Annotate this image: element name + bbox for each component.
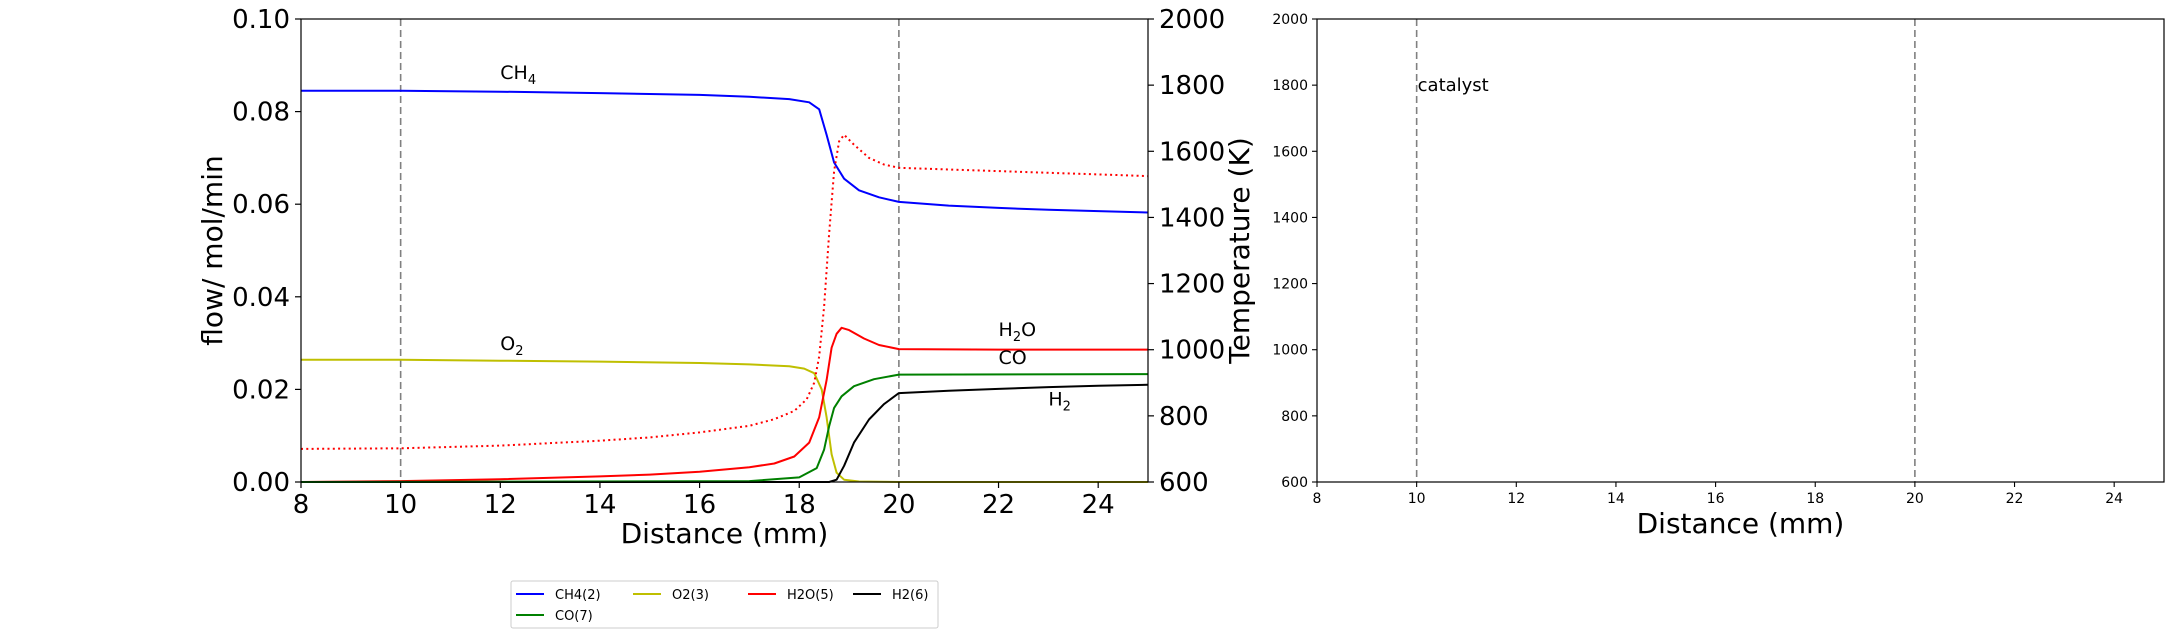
y-tick-label: 1400 [1272, 210, 1308, 226]
series-line [301, 383, 1149, 483]
legend-label: CO(7) [555, 609, 593, 624]
y-right-tick-label: 1000 [1159, 336, 1225, 366]
x-tick-label: 22 [982, 490, 1015, 520]
plot-frame [300, 18, 1149, 483]
x-tick-label: 14 [1607, 491, 1625, 507]
x-tick-label: 8 [1313, 491, 1322, 507]
y-tick-label: 1600 [1272, 144, 1308, 160]
species-label: CO [999, 347, 1027, 369]
x-tick-label: 12 [1507, 491, 1525, 507]
x-axis-label: Distance (mm) [1637, 507, 1845, 540]
y-right-tick-label: 2000 [1159, 5, 1225, 35]
y-right-tick-label: 1800 [1159, 71, 1225, 101]
legend-frame [510, 580, 939, 629]
y-tick-label: 1000 [1272, 343, 1308, 359]
y-right-tick-label: 1200 [1159, 270, 1225, 300]
y-tick-label: 0.06 [232, 190, 290, 220]
right-chart: 8 10 12 14 16 18 20 22 24 600 800 1000 1200 1400 1600 1… [1272, 12, 2165, 540]
y-tick-label: 0.02 [232, 375, 290, 405]
x-tick-label: 10 [1408, 491, 1426, 507]
species-label: CH4 [500, 62, 536, 88]
x-tick-label: 18 [1806, 491, 1824, 507]
x-tick-label: 20 [1906, 491, 1924, 507]
temperature-line [300, 133, 1149, 450]
x-tick-label: 16 [683, 490, 716, 520]
y-tick-label: 1800 [1272, 78, 1308, 94]
legend: CH4(2) O2(3) H2O(5) H2(6) CO(7) [510, 580, 939, 629]
legend-label: CH4(2) [555, 588, 601, 603]
legend-label: H2O(5) [787, 588, 834, 603]
series-line [301, 358, 1148, 483]
series-line [300, 326, 1148, 483]
x-axis-label: Distance (mm) [621, 517, 829, 550]
y-tick-label: 600 [1281, 475, 1308, 491]
y-tick-label: 0.00 [232, 468, 290, 498]
y-axis-label: flow/ mol/min [196, 155, 229, 345]
series-line [301, 89, 1149, 214]
x-tick-label: 14 [583, 490, 616, 520]
species-label: H2 [1048, 389, 1071, 415]
x-tick-label: 22 [2006, 491, 2024, 507]
y-right-tick-label: 800 [1159, 402, 1209, 432]
series-line [300, 373, 1149, 483]
species-label: H2O [999, 319, 1037, 345]
y-right-axis-label: Temperature (K) [1223, 137, 1256, 364]
legend-label: H2(6) [892, 588, 928, 603]
y-tick-label: 800 [1281, 409, 1308, 425]
x-tick-label: 18 [783, 490, 816, 520]
x-tick-label: 12 [484, 490, 517, 520]
x-tick-label: 24 [1082, 490, 1115, 520]
catalyst-label: catalyst [1418, 75, 1489, 96]
x-tick-label: 20 [882, 490, 915, 520]
legend-label: O2(3) [672, 588, 709, 603]
x-tick-label: 8 [293, 490, 310, 520]
y-right-tick-label: 600 [1159, 468, 1209, 498]
y-right-tick-label: 1600 [1159, 137, 1225, 167]
species-label: O2 [500, 333, 523, 359]
y-tick-label: 2000 [1272, 12, 1308, 28]
x-tick-label: 16 [1707, 491, 1725, 507]
y-tick-label: 0.04 [232, 283, 290, 313]
left-chart: 8 10 12 14 16 18 20 22 24 0.00 0.02 0.04 0.06 0.08 0.1… [196, 5, 1256, 550]
x-tick-label: 10 [384, 490, 417, 520]
y-right-tick-label: 1400 [1159, 203, 1225, 233]
y-tick-label: 0.08 [232, 98, 290, 128]
plot-frame [1316, 18, 2165, 483]
y-tick-label: 1200 [1272, 277, 1308, 293]
y-tick-label: 0.10 [232, 5, 290, 35]
x-tick-label: 24 [2105, 491, 2123, 507]
